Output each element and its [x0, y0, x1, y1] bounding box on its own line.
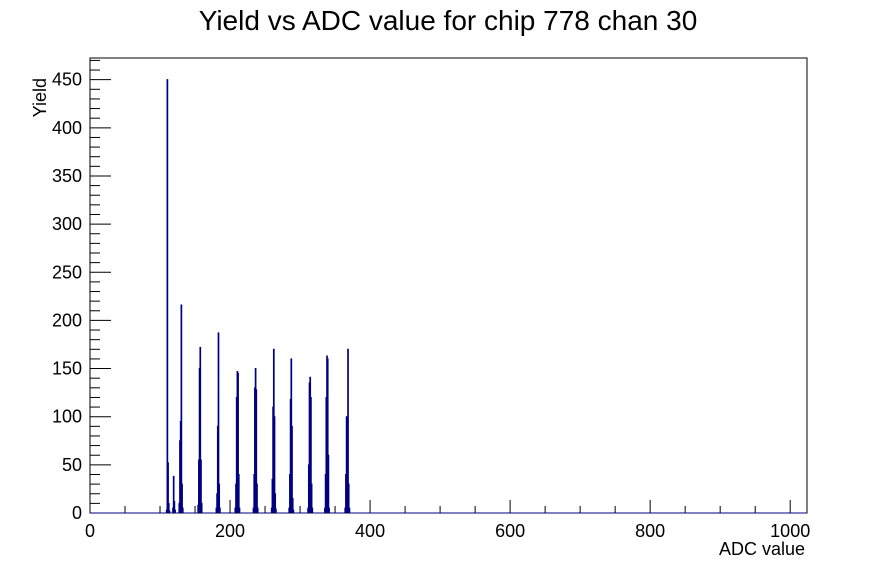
- y-tick-label: 50: [62, 455, 82, 475]
- histogram-bin: [292, 509, 295, 513]
- histogram-bin: [310, 396, 312, 513]
- histogram-bin: [218, 483, 221, 513]
- x-tick-label: 400: [355, 521, 385, 541]
- y-axis-label: Yield: [30, 78, 50, 117]
- histogram-bin: [348, 507, 351, 513]
- histogram-bin: [168, 510, 171, 513]
- histogram-bin: [172, 475, 175, 513]
- y-tick-label: 0: [72, 503, 82, 523]
- histogram-bin: [327, 454, 330, 513]
- chart-title: Yield vs ADC value for chip 778 chan 30: [199, 5, 698, 36]
- y-tick-label: 350: [52, 166, 82, 186]
- histogram-bin: [181, 507, 184, 513]
- histogram-bin: [347, 483, 350, 513]
- histogram-bin: [256, 483, 258, 513]
- histogram-bin: [174, 509, 176, 513]
- histogram-bin: [237, 372, 239, 513]
- histogram-bin: [347, 348, 349, 513]
- histogram-bin: [237, 473, 240, 513]
- histogram-bin: [166, 79, 169, 513]
- histogram-bin: [311, 507, 314, 513]
- histogram-bin: [199, 346, 202, 513]
- histogram-bin: [255, 389, 258, 513]
- x-tick-label: 1000: [770, 521, 810, 541]
- y-tick-label: 150: [52, 359, 82, 379]
- y-tick-label: 200: [52, 310, 82, 330]
- histogram-bin: [219, 507, 221, 513]
- histogram-bin: [328, 507, 330, 513]
- y-tick-label: 400: [52, 118, 82, 138]
- y-tick-label: 450: [52, 70, 82, 90]
- y-tick-label: 250: [52, 262, 82, 282]
- x-tick-label: 600: [495, 521, 525, 541]
- histogram-bin: [291, 425, 293, 513]
- x-tick-label: 200: [215, 521, 245, 541]
- histogram-bin: [200, 459, 202, 513]
- histogram-bin: [273, 416, 276, 513]
- histogram-bin: [173, 500, 176, 513]
- plot-frame: [89, 57, 808, 514]
- histogram-bin: [167, 502, 170, 513]
- histogram-bin: [310, 483, 313, 513]
- y-tick-label: 300: [52, 214, 82, 234]
- histogram-bin: [180, 304, 183, 513]
- histogram-bin: [167, 462, 169, 513]
- x-tick-label: 800: [635, 521, 665, 541]
- y-tick-label: 100: [52, 407, 82, 427]
- histogram-bin: [256, 507, 259, 513]
- histogram-bin: [275, 508, 277, 513]
- histogram-bin: [200, 502, 203, 513]
- histogram-bin: [326, 358, 329, 513]
- x-tick-label: 0: [85, 521, 95, 541]
- histogram-bin: [217, 332, 220, 513]
- histogram-bin: [291, 498, 294, 513]
- x-axis-label: ADC value: [719, 539, 805, 559]
- histogram-bin: [274, 493, 277, 513]
- histogram-bin: [181, 483, 183, 513]
- histogram-bin: [238, 507, 241, 513]
